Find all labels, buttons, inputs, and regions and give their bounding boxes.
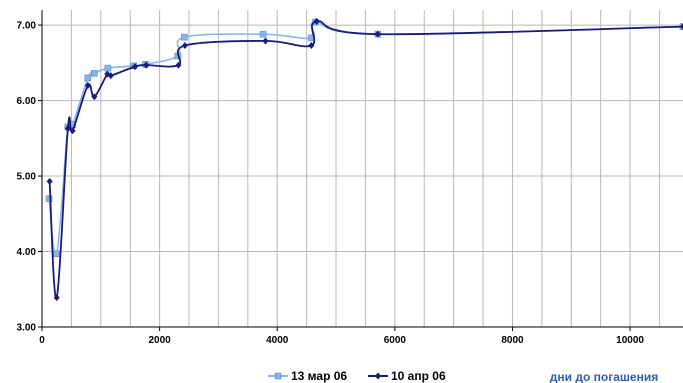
x-tick-labels: 0 2000 4000 6000 8000 10000 [39,335,644,346]
data-point [680,23,683,31]
x-tick-label: 0 [39,335,45,346]
data-point [91,70,98,77]
x-tick-label: 8000 [501,335,524,346]
data-point [53,294,60,302]
data-point [131,63,138,71]
data-point [374,30,381,38]
data-point [64,124,71,132]
legend-item: 13 мар 06 [268,369,347,383]
data-point [313,17,320,25]
data-point [53,250,61,258]
data-point [143,61,150,69]
data-point [259,30,267,38]
y-tick-label: 4.00 [17,247,37,258]
legend-marker [375,372,381,380]
data-point [262,37,269,45]
data-point [107,72,114,80]
data-point [181,41,188,49]
legend-item: 10 апр 06 [368,369,446,383]
legend-marker [274,372,282,380]
x-tick-label: 2000 [148,335,171,346]
data-point [308,41,315,49]
data-point [91,93,98,101]
data-point [175,61,182,69]
series-line [48,21,683,257]
axes [38,10,683,331]
legend-label: 13 мар 06 [291,369,347,383]
legend: 13 мар 06 10 апр 06 [268,369,446,383]
data-point [69,127,76,135]
x-tick-label: 4000 [266,335,289,346]
data-point [84,81,91,89]
data-point [84,74,92,82]
data-point [46,177,53,185]
x-tick-label: 10000 [616,335,644,346]
series-lines [45,17,683,302]
data-point [104,64,112,72]
y-tick-label: 7.00 [17,21,37,32]
x-tick-label: 6000 [384,335,407,346]
data-point [181,33,188,41]
series-2 [46,17,683,302]
gridlines [42,10,683,327]
y-tick-label: 6.00 [17,96,37,107]
x-axis-label: дни до погашения [550,370,658,383]
y-tick-label: 5.00 [17,172,37,183]
y-tick-label: 3.00 [17,323,37,334]
y-tick-labels: 3.00 4.00 5.00 6.00 7.00 [17,21,37,334]
data-point [45,195,53,202]
series-1 [45,18,683,258]
legend-label: 10 апр 06 [391,369,446,383]
